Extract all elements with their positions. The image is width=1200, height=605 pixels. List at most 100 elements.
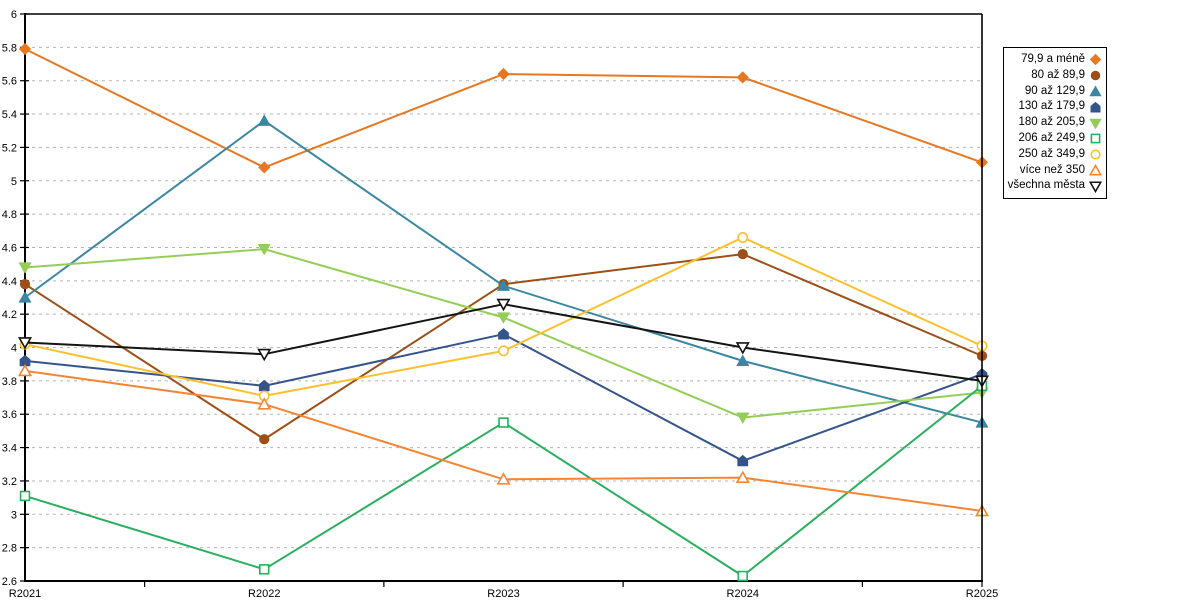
y-tick-label: 5.8 (2, 42, 17, 54)
legend-label: 250 až 349,9 (1018, 147, 1085, 160)
marker-square (1090, 133, 1101, 144)
marker-circle (737, 248, 748, 260)
legend-item-7: 250 až 349,9 (1010, 147, 1102, 163)
series-3 (18, 114, 989, 428)
legend-label: 90 až 129,9 (1024, 84, 1085, 97)
series-line (24, 48, 983, 169)
marker-circle (19, 279, 31, 290)
y-tick-label: 5.2 (2, 142, 17, 154)
marker-triangle-down (735, 342, 750, 355)
marker-triangle-up (257, 397, 272, 410)
x-axis-ticks: R2021 R2022 R2023 R2024 R2025 (9, 581, 998, 600)
legend-marker (1089, 163, 1102, 176)
legend-label: 80 až 89,9 (1031, 68, 1085, 81)
y-tick-label: 4.6 (2, 242, 17, 254)
legend: 79,9 a méně 80 až 89,9 90 až 129,9 130 až 1… (1003, 47, 1107, 200)
legend-item-2: 80 až 89,9 (1010, 68, 1102, 84)
marker-triangle-up (257, 114, 271, 126)
series-line (24, 369, 983, 512)
marker-triangle-up (496, 279, 511, 291)
legend-label: více než 350 (1019, 163, 1085, 176)
y-axis-ticks: 6 5.8 5.6 5.4 5.2 5 4.8 4.6 4.4 4.2 4 3.8 3.6 3.4 3.2 3… (2, 9, 29, 588)
y-tick-label: 3.4 (2, 443, 17, 455)
legend-marker (1089, 181, 1102, 193)
marker-triangle-up (1089, 163, 1102, 176)
legend-item-9: všechna města (1007, 178, 1102, 194)
marker-triangle-down (257, 244, 271, 256)
legend-label: všechna města (1007, 179, 1085, 192)
legend-item-6: 206 až 249,9 (1010, 131, 1102, 147)
marker-circle (1090, 70, 1101, 81)
marker-diamond (1089, 54, 1102, 66)
marker-pentagon (258, 379, 270, 392)
marker-square (19, 490, 31, 502)
legend-marker (1089, 118, 1102, 130)
series-9 (17, 298, 990, 388)
marker-circle (1090, 149, 1101, 160)
y-tick-label: 3.2 (2, 476, 17, 488)
y-tick-label: 5 (11, 176, 17, 188)
y-tick-label: 4.8 (2, 209, 17, 221)
marker-diamond (258, 161, 271, 174)
marker-triangle-up (735, 470, 750, 483)
y-tick-label: 5.6 (2, 76, 17, 88)
marker-triangle-up (17, 363, 33, 377)
series-1 (18, 42, 989, 174)
series-5 (18, 244, 989, 424)
legend-marker (1090, 133, 1101, 144)
y-tick-label: 3.6 (2, 409, 17, 421)
marker-triangle-down (1089, 118, 1102, 130)
legend-label: 180 až 205,9 (1018, 116, 1085, 129)
legend-label: 130 až 179,9 (1018, 100, 1085, 113)
marker-triangle-down (17, 337, 33, 350)
marker-square (737, 570, 748, 582)
y-tick-label: 3 (11, 509, 17, 521)
y-tick-label: 4.2 (2, 309, 17, 321)
marker-diamond (736, 71, 749, 84)
legend-marker (1090, 149, 1101, 160)
marker-triangle-down (1089, 181, 1102, 193)
y-tick-label: 4.4 (2, 276, 17, 288)
legend-marker (1089, 85, 1102, 97)
marker-pentagon (498, 328, 509, 340)
x-tick-label: R2022 (248, 588, 280, 600)
y-tick-label: 2.8 (2, 543, 17, 555)
marker-diamond (18, 42, 32, 56)
marker-circle (259, 434, 270, 445)
series-8 (17, 363, 990, 517)
legend-item-3: 90 až 129,9 (1010, 84, 1102, 100)
marker-triangle-up (1089, 85, 1102, 97)
marker-triangle-up (736, 354, 750, 366)
legend-marker (1090, 70, 1101, 81)
legend-item-4: 130 až 179,9 (1010, 99, 1102, 115)
legend-item-5: 180 až 205,9 (1010, 115, 1102, 131)
marker-triangle-down (18, 262, 32, 274)
marker-triangle-down (257, 348, 272, 362)
marker-triangle-down (496, 298, 511, 312)
marker-square (259, 564, 270, 575)
marker-triangle-down (496, 312, 511, 324)
y-tick-label: 4 (11, 343, 17, 355)
marker-triangle-down (736, 412, 750, 424)
legend-item-8: více než 350 (1010, 163, 1102, 179)
x-tick-label: R2025 (966, 588, 998, 600)
legend-label: 206 až 249,9 (1018, 131, 1085, 144)
y-tick-label: 2.6 (2, 576, 17, 588)
marker-triangle-up (18, 291, 32, 303)
marker-circle (498, 345, 509, 357)
axes (24, 13, 983, 582)
marker-triangle-up (496, 472, 511, 485)
legend-marker (1089, 54, 1102, 66)
x-tick-label: R2023 (487, 588, 519, 600)
marker-pentagon (1090, 101, 1101, 113)
y-tick-label: 5.4 (2, 109, 17, 121)
marker-circle (737, 232, 749, 243)
y-tick-label: 3.8 (2, 376, 17, 388)
series-4 (19, 328, 988, 467)
x-tick-label: R2021 (9, 588, 41, 600)
legend-item-1: 79,9 a méně (1010, 52, 1102, 68)
marker-diamond (497, 67, 510, 81)
y-tick-label: 6 (11, 9, 17, 21)
